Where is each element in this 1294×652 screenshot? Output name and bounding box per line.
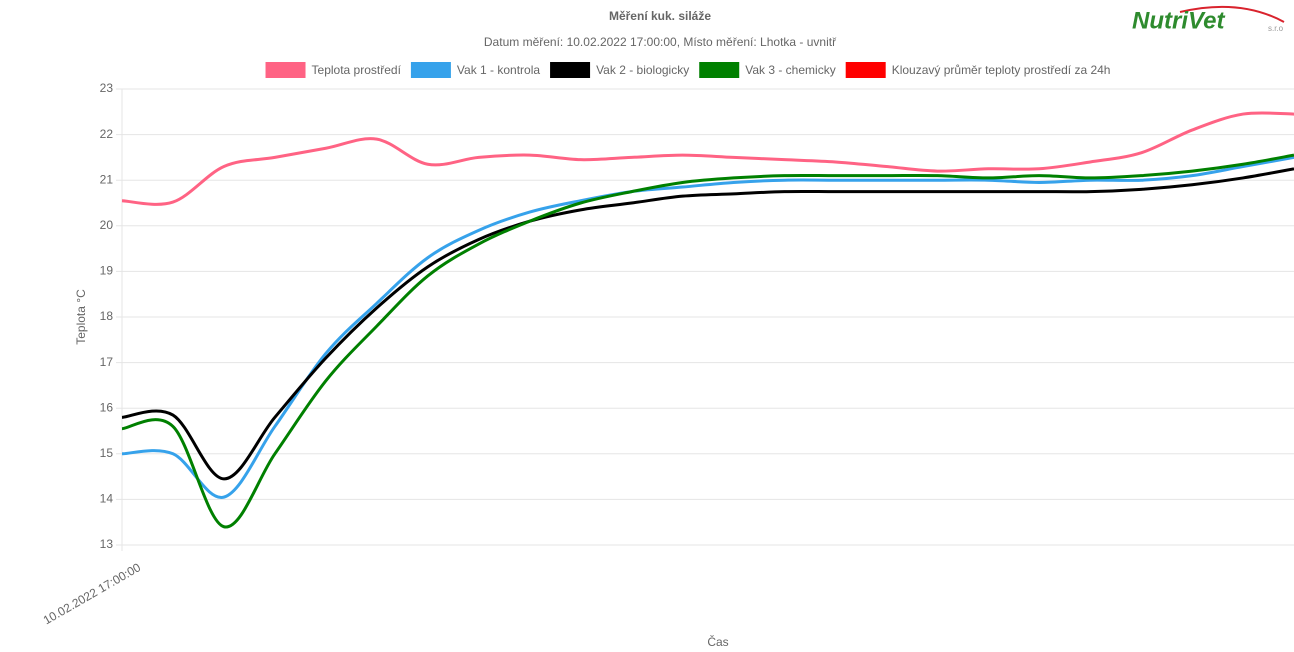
- y-tick-label: 21: [100, 172, 114, 186]
- legend-swatch: [410, 62, 451, 78]
- x-axis-label: Čas: [707, 634, 728, 649]
- series-line: [121, 155, 1294, 499]
- legend: Teplota prostředí Vak 1 - kontrola Vak 2 -…: [265, 62, 1111, 78]
- logo-swoosh: [1179, 5, 1285, 23]
- legend-swatch: [265, 62, 306, 78]
- legend-item[interactable]: Klouzavý průměr teploty prostředí za 24h: [845, 62, 1111, 78]
- logo-name: NutriVet: [1132, 7, 1225, 34]
- legend-label: Vak 2 - biologicky: [596, 63, 689, 77]
- chart-subtitle: Datum měření: 10.02.2022 17:00:00, Místo…: [484, 35, 837, 49]
- y-tick-label: 17: [100, 355, 114, 369]
- legend-label: Klouzavý průměr teploty prostředí za 24h: [892, 63, 1111, 77]
- y-tick-label: 16: [100, 400, 114, 414]
- legend-label: Teplota prostředí: [312, 63, 402, 77]
- legend-item[interactable]: Vak 3 - chemicky: [699, 62, 836, 78]
- series-line: [121, 153, 1294, 529]
- logo: NutriVet s.r.o: [1132, 5, 1285, 34]
- y-tick-label: 23: [100, 81, 114, 95]
- y-axis-label: Teplota °C: [74, 289, 88, 345]
- legend-item[interactable]: Vak 1 - kontrola: [410, 62, 540, 78]
- legend-swatch: [550, 62, 591, 78]
- y-tick-label: 13: [100, 537, 114, 551]
- legend-swatch: [845, 62, 886, 78]
- legend-swatch: [699, 62, 740, 78]
- logo-suffix: s.r.o: [1268, 24, 1284, 33]
- y-tick-label: 19: [100, 264, 114, 278]
- series-line: [121, 167, 1294, 481]
- y-tick-label: 20: [100, 218, 114, 232]
- legend-item[interactable]: Teplota prostředí: [265, 62, 402, 78]
- legend-item[interactable]: Vak 2 - biologicky: [550, 62, 689, 78]
- x-tick-label: 10.02.2022 17:00:00: [41, 560, 144, 627]
- chart-title: Měření kuk. siláže: [609, 9, 711, 23]
- y-tick-label: 14: [100, 492, 114, 506]
- y-tick-label: 22: [100, 127, 114, 141]
- legend-label: Vak 3 - chemicky: [745, 63, 835, 77]
- series-line: [121, 111, 1294, 206]
- y-tick-label: 15: [100, 446, 114, 460]
- y-tick-label: 18: [100, 309, 114, 323]
- legend-label: Vak 1 - kontrola: [457, 63, 540, 77]
